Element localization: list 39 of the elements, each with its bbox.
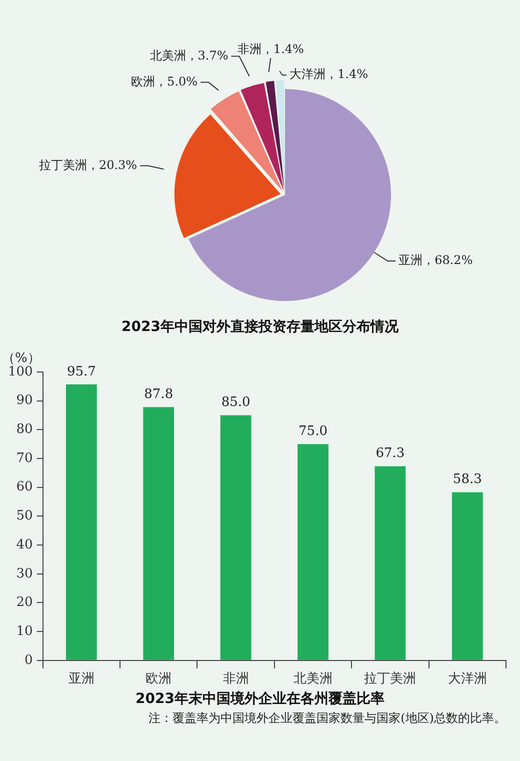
x-tick-label: 亚洲 xyxy=(68,672,94,687)
data-label: 58.3 xyxy=(452,472,482,488)
y-tick-label: 10 xyxy=(16,624,33,639)
x-tick-label: 拉丁美洲 xyxy=(364,670,416,687)
data-label: 87.8 xyxy=(144,387,174,402)
y-tick-label: 20 xyxy=(16,595,33,610)
y-tick-label: 40 xyxy=(16,537,33,552)
y-tick-label: 60 xyxy=(16,480,33,495)
bar xyxy=(298,444,328,660)
y-tick-label: 50 xyxy=(16,508,33,524)
slice-label: 北美洲，3.7% xyxy=(150,48,228,62)
text: 2023年中国对外直接投资存量地区分布情况 xyxy=(120,318,400,336)
y-tick-label: 0 xyxy=(24,652,33,668)
y-tick-label: 30 xyxy=(16,566,33,582)
bar xyxy=(374,466,406,660)
data-label: 67.3 xyxy=(376,446,405,462)
slice-label: 拉丁美洲，20.3% xyxy=(38,158,138,172)
slice-label: 欧洲，5.0% xyxy=(131,74,198,88)
bar xyxy=(452,492,483,660)
y-tick-label: 80 xyxy=(16,422,33,438)
data-label: 75.0 xyxy=(298,424,328,439)
slice-label: 亚洲，68.2% xyxy=(398,253,473,268)
x-tick-label: 非洲 xyxy=(222,672,249,687)
y-tick-label: 90 xyxy=(16,393,33,408)
x-tick-label: 欧洲 xyxy=(146,672,172,687)
y-axis-title: （%） xyxy=(2,350,40,366)
y-tick-label: 70 xyxy=(16,450,33,466)
data-label: 85.0 xyxy=(221,395,250,410)
y-tick-label: 100 xyxy=(8,364,33,380)
text: 2023年末中国境外企业在各州覆盖比率 xyxy=(134,690,386,708)
bar xyxy=(66,384,97,660)
text: 注：覆盖率为中国境外企业覆盖国家数量与国家(地区)总数的比率。 xyxy=(148,710,507,727)
x-tick-label: 北美洲 xyxy=(294,670,333,687)
bar xyxy=(220,415,252,660)
slice-label: 大洋洲，1.4% xyxy=(290,67,368,82)
slice-label: 非洲，1.4% xyxy=(237,42,304,56)
bar xyxy=(143,407,174,660)
data-label: 95.7 xyxy=(66,364,96,380)
x-tick-label: 大洋洲 xyxy=(448,672,487,687)
